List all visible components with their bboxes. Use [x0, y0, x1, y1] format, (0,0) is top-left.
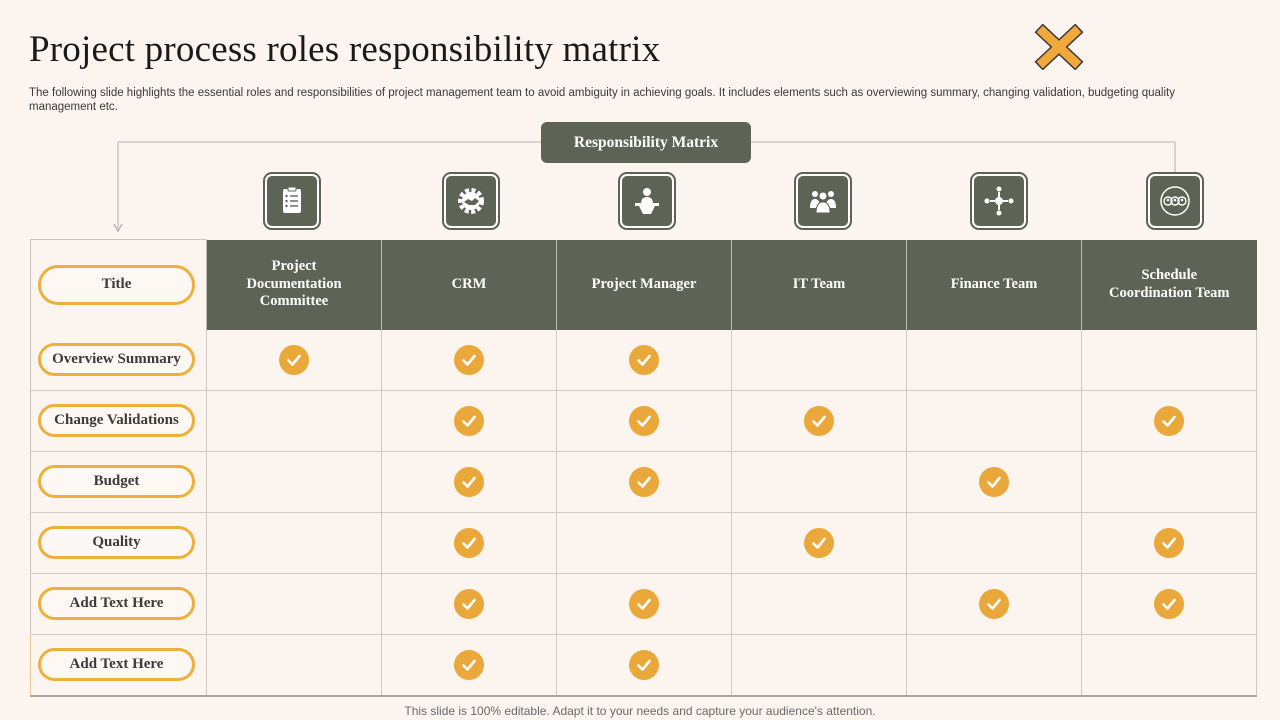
matrix-cell: [906, 573, 1082, 635]
matrix-cell: [206, 451, 382, 513]
matrix-cell: [206, 634, 382, 697]
column-header: IT Team: [731, 239, 907, 330]
matrix-cell: [731, 573, 907, 635]
column-header: Project Manager: [556, 239, 732, 330]
check-icon: [979, 466, 1009, 497]
matrix-cell: [556, 634, 732, 697]
check-icon: [629, 649, 659, 680]
matrix-cell: [1081, 573, 1257, 635]
check-icon: [454, 649, 484, 680]
matrix-cell: [206, 512, 382, 574]
row-label-pill: Budget: [38, 465, 195, 498]
matrix-cell: [731, 390, 907, 452]
check-icon: [454, 466, 484, 497]
team-group-icon: [794, 172, 852, 230]
table-row: Add Text Here: [30, 573, 1257, 635]
check-icon: [1154, 588, 1184, 619]
corner-cell: Title: [30, 239, 207, 330]
matrix-cell: [556, 390, 732, 452]
matrix-cell: [1081, 634, 1257, 697]
row-label-pill: Overview Summary: [38, 343, 195, 376]
check-icon: [454, 527, 484, 558]
row-label-pill: Quality: [38, 526, 195, 559]
page-subtitle: The following slide highlights the essen…: [29, 87, 1175, 113]
matrix-cell: [556, 451, 732, 513]
footer-note: This slide is 100% editable. Adapt it to…: [404, 704, 876, 718]
matrix-cell: [1081, 451, 1257, 513]
matrix-cell: [731, 451, 907, 513]
row-label-cell: Quality: [30, 512, 207, 574]
column-header: Schedule Coordination Team: [1081, 239, 1257, 330]
responsibility-matrix-label: Responsibility Matrix: [541, 122, 751, 163]
check-icon: [629, 466, 659, 497]
matrix-cell: [1081, 512, 1257, 574]
handshake-gear-icon: [442, 172, 500, 230]
check-icon: [454, 344, 484, 375]
check-icon: [454, 405, 484, 436]
matrix-cell: [381, 390, 557, 452]
network-people-icon: [970, 172, 1028, 230]
table-row: Quality: [30, 512, 1257, 574]
check-icon: [804, 527, 834, 558]
matrix-cell: [381, 634, 557, 697]
row-label-cell: Overview Summary: [30, 329, 207, 391]
matrix-cell: [731, 512, 907, 574]
check-icon: [454, 588, 484, 619]
row-label-pill: Add Text Here: [38, 648, 195, 681]
row-label-pill: Change Validations: [38, 404, 195, 437]
check-icon: [629, 405, 659, 436]
column-header: CRM: [381, 239, 557, 330]
matrix-cell: [906, 329, 1082, 391]
check-icon: [1154, 405, 1184, 436]
matrix-cell: [556, 512, 732, 574]
page-title: Project process roles responsibility mat…: [29, 29, 661, 70]
matrix-cell: [556, 329, 732, 391]
table-row: Change Validations: [30, 390, 1257, 452]
check-icon: [804, 405, 834, 436]
matrix-cell: [1081, 390, 1257, 452]
matrix-cell: [906, 512, 1082, 574]
check-icon: [1154, 527, 1184, 558]
table-row: Overview Summary: [30, 329, 1257, 391]
check-icon: [629, 588, 659, 619]
matrix-cell: [731, 634, 907, 697]
column-header: Project Documentation Committee: [206, 239, 382, 330]
matrix-cell: [206, 573, 382, 635]
check-icon: [279, 344, 309, 375]
header-row: Title Project Documentation Committee CR…: [30, 239, 1257, 330]
matrix-cell: [381, 451, 557, 513]
connector-lines: [113, 141, 1176, 233]
column-header: Finance Team: [906, 239, 1082, 330]
check-icon: [979, 588, 1009, 619]
manager-presentation-icon: [618, 172, 676, 230]
people-circle-icon: [1146, 172, 1204, 230]
responsibility-matrix-table: Title Project Documentation Committee CR…: [30, 239, 1257, 697]
cross-logo-icon: [1034, 24, 1084, 70]
matrix-cell: [556, 573, 732, 635]
table-row: Add Text Here: [30, 634, 1257, 697]
matrix-cell: [731, 329, 907, 391]
row-label-pill: Add Text Here: [38, 587, 195, 620]
row-label-cell: Budget: [30, 451, 207, 513]
check-icon: [629, 344, 659, 375]
table-row: Budget: [30, 451, 1257, 513]
row-label-cell: Add Text Here: [30, 573, 207, 635]
matrix-cell: [206, 329, 382, 391]
clipboard-checklist-icon: [263, 172, 321, 230]
matrix-cell: [206, 390, 382, 452]
row-label-cell: Change Validations: [30, 390, 207, 452]
row-label-cell: Add Text Here: [30, 634, 207, 697]
title-pill: Title: [38, 264, 195, 305]
matrix-cell: [906, 451, 1082, 513]
matrix-cell: [381, 573, 557, 635]
matrix-cell: [1081, 329, 1257, 391]
matrix-cell: [906, 390, 1082, 452]
matrix-cell: [381, 329, 557, 391]
matrix-cell: [381, 512, 557, 574]
matrix-cell: [906, 634, 1082, 697]
